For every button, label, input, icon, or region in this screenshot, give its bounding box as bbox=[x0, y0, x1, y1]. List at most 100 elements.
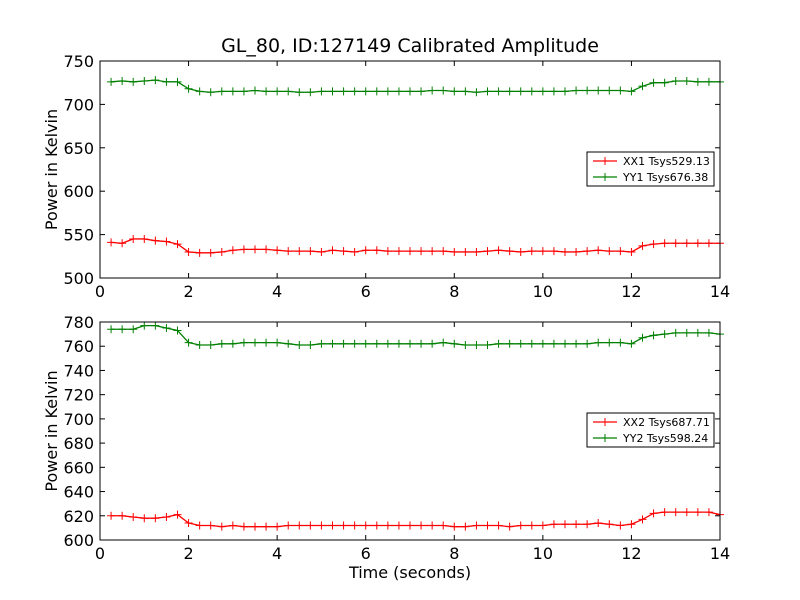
data-point bbox=[527, 87, 536, 96]
data-point bbox=[671, 239, 680, 248]
data-point bbox=[605, 86, 614, 95]
series-2 bbox=[107, 321, 724, 350]
plot-frame bbox=[99, 321, 721, 541]
data-point bbox=[350, 247, 359, 256]
data-point bbox=[428, 339, 437, 348]
data-point bbox=[162, 324, 171, 333]
x-tick-label: 14 bbox=[710, 544, 730, 563]
data-point bbox=[129, 234, 138, 243]
y-tick-label: 740 bbox=[63, 361, 94, 380]
data-point bbox=[549, 339, 558, 348]
x-tick-label: 12 bbox=[621, 544, 641, 563]
chart-title: GL_80, ID:127149 Calibrated Amplitude bbox=[221, 35, 599, 57]
data-point bbox=[228, 521, 237, 530]
data-point bbox=[273, 87, 282, 96]
data-point bbox=[339, 339, 348, 348]
data-point bbox=[151, 76, 160, 85]
series-line bbox=[111, 238, 720, 254]
data-point bbox=[361, 246, 370, 255]
data-point bbox=[572, 339, 581, 348]
data-point bbox=[251, 338, 259, 347]
data-point bbox=[262, 338, 271, 347]
data-point bbox=[361, 339, 370, 348]
data-point bbox=[671, 76, 680, 85]
data-point bbox=[472, 341, 481, 350]
data-point bbox=[693, 77, 702, 86]
data-point bbox=[627, 247, 636, 256]
data-point bbox=[439, 521, 448, 530]
data-point bbox=[549, 87, 558, 96]
data-point bbox=[317, 339, 326, 348]
data-point bbox=[206, 248, 215, 257]
data-point bbox=[173, 77, 182, 86]
data-point bbox=[561, 247, 569, 256]
series-1 bbox=[107, 508, 724, 531]
data-point bbox=[217, 87, 226, 96]
data-point bbox=[195, 87, 204, 96]
data-point bbox=[140, 514, 149, 523]
data-point bbox=[594, 519, 603, 528]
data-point bbox=[682, 76, 691, 85]
y-tick-label: 760 bbox=[63, 337, 94, 356]
data-point bbox=[129, 325, 138, 334]
y-tick-label: 700 bbox=[63, 95, 94, 114]
data-point bbox=[682, 239, 691, 248]
legend-marker bbox=[601, 173, 609, 181]
data-point bbox=[394, 87, 403, 96]
data-point bbox=[295, 341, 304, 350]
legend-marker bbox=[601, 418, 609, 426]
data-point bbox=[118, 325, 127, 334]
data-point bbox=[671, 508, 680, 517]
data-point bbox=[350, 87, 359, 96]
y-tick-label: 780 bbox=[63, 313, 94, 332]
data-point bbox=[251, 522, 259, 531]
legend-label: YY1 Tsys676.38 bbox=[622, 171, 708, 184]
y-tick-label: 720 bbox=[63, 386, 94, 405]
x-tick-label: 8 bbox=[449, 544, 459, 563]
data-point bbox=[162, 512, 171, 521]
x-tick-label: 10 bbox=[533, 282, 553, 301]
data-point bbox=[649, 240, 658, 249]
top-subplot: 0 2 4 6 8 10 12 14 500 550 600 650 700 750 Power in Ke… bbox=[42, 52, 730, 301]
data-point bbox=[328, 339, 337, 348]
data-point bbox=[118, 239, 127, 248]
data-point bbox=[671, 328, 680, 337]
data-point bbox=[195, 248, 204, 257]
data-point bbox=[239, 338, 248, 347]
data-point bbox=[129, 77, 138, 86]
data-point bbox=[605, 338, 614, 347]
data-point bbox=[450, 247, 459, 256]
data-point bbox=[107, 325, 116, 334]
data-point bbox=[394, 521, 403, 530]
x-tick-label: 10 bbox=[533, 544, 553, 563]
data-point bbox=[549, 520, 558, 529]
data-point bbox=[173, 510, 182, 519]
data-point bbox=[483, 521, 492, 530]
data-point bbox=[505, 522, 514, 531]
data-point bbox=[339, 247, 348, 256]
data-point bbox=[151, 514, 160, 523]
data-point bbox=[583, 339, 592, 348]
data-point bbox=[561, 520, 569, 529]
y-axis-label: Power in Kelvin bbox=[42, 109, 61, 230]
data-point bbox=[505, 247, 514, 256]
x-tick-label: 0 bbox=[95, 544, 105, 563]
data-point bbox=[649, 78, 658, 87]
data-point bbox=[417, 521, 426, 530]
data-point bbox=[649, 509, 658, 518]
y-tick-label: 660 bbox=[63, 458, 94, 477]
x-tick-label: 6 bbox=[361, 282, 371, 301]
data-point bbox=[151, 321, 160, 330]
data-point bbox=[494, 339, 503, 348]
data-point bbox=[284, 87, 293, 96]
data-point bbox=[361, 87, 370, 96]
data-point bbox=[217, 339, 226, 348]
data-point bbox=[118, 76, 127, 85]
data-point bbox=[472, 521, 481, 530]
x-tick-label: 4 bbox=[272, 282, 282, 301]
data-point bbox=[184, 84, 193, 93]
data-point bbox=[483, 247, 492, 256]
legend-box bbox=[586, 412, 715, 448]
data-point bbox=[195, 341, 204, 350]
